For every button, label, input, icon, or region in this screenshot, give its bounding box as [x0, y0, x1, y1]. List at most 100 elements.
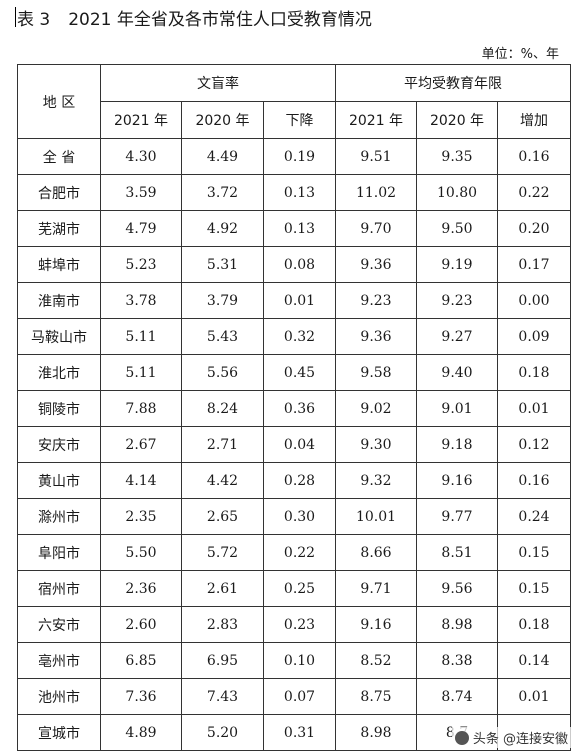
value-cell-edu-inc: 0.22 — [497, 174, 572, 211]
watermark: 头条 @连接安徽 — [451, 727, 571, 748]
header-avg-schooling-years: 平均受教育年限 — [335, 64, 572, 102]
value-cell-edu-2020: 9.01 — [416, 390, 499, 427]
value-cell-edu-inc: 0.01 — [497, 678, 572, 715]
value-cell-edu-2020: 8.98 — [416, 606, 499, 643]
value-cell-ill-2021: 3.78 — [100, 282, 182, 319]
value-cell-edu-2021: 9.02 — [335, 390, 418, 427]
value-cell-ill-2020: 3.72 — [181, 174, 264, 211]
region-cell: 亳州市 — [17, 642, 101, 679]
education-table: 地 区 文盲率 平均受教育年限 2021 年 2020 年 下降 2021 年 … — [17, 64, 572, 751]
value-cell-ill-drop: 0.13 — [262, 210, 337, 247]
value-cell-ill-drop: 0.19 — [262, 138, 337, 175]
value-cell-edu-2021: 9.23 — [335, 282, 418, 319]
value-cell-edu-2020: 8.51 — [416, 534, 499, 571]
value-cell-edu-inc: 0.14 — [497, 642, 572, 679]
value-cell-ill-drop: 0.25 — [262, 570, 337, 607]
value-cell-ill-drop: 0.32 — [262, 318, 337, 355]
value-cell-edu-2021: 9.71 — [335, 570, 418, 607]
value-cell-edu-2020: 8.74 — [416, 678, 499, 715]
value-cell-ill-2021: 7.36 — [100, 678, 182, 715]
value-cell-ill-2020: 4.42 — [181, 462, 264, 499]
value-cell-ill-drop: 0.01 — [262, 282, 337, 319]
table-row: 淮南市 3.78 3.79 0.01 9.23 9.23 0.00 — [17, 282, 572, 319]
value-cell-edu-2020: 9.40 — [416, 354, 499, 391]
header-edu-increase: 增加 — [497, 101, 572, 139]
header-ill-drop: 下降 — [262, 101, 337, 139]
value-cell-edu-2021: 9.32 — [335, 462, 418, 499]
value-cell-edu-2021: 11.02 — [335, 174, 418, 211]
header-row-1: 地 区 文盲率 平均受教育年限 — [17, 64, 572, 139]
value-cell-ill-2021: 4.79 — [100, 210, 182, 247]
table-number: 表 3 — [17, 9, 51, 30]
table-row: 芜湖市 4.79 4.92 0.13 9.70 9.50 0.20 — [17, 210, 572, 247]
table-row: 马鞍山市 5.11 5.43 0.32 9.36 9.27 0.09 — [17, 318, 572, 355]
value-cell-ill-2021: 7.88 — [100, 390, 182, 427]
value-cell-ill-2021: 2.67 — [100, 426, 182, 463]
value-cell-edu-inc: 0.17 — [497, 246, 572, 283]
toutiao-logo-icon — [454, 730, 469, 745]
value-cell-ill-2021: 5.11 — [100, 318, 182, 355]
region-cell: 宿州市 — [17, 570, 101, 607]
region-cell: 六安市 — [17, 606, 101, 643]
region-cell: 黄山市 — [17, 462, 101, 499]
value-cell-edu-2020: 9.77 — [416, 498, 499, 535]
value-cell-edu-2020: 9.56 — [416, 570, 499, 607]
value-cell-ill-2021: 6.85 — [100, 642, 182, 679]
value-cell-edu-inc: 0.24 — [497, 498, 572, 535]
value-cell-ill-drop: 0.36 — [262, 390, 337, 427]
value-cell-edu-2020: 9.18 — [416, 426, 499, 463]
value-cell-edu-2021: 9.36 — [335, 246, 418, 283]
table-row: 黄山市 4.14 4.42 0.28 9.32 9.16 0.16 — [17, 462, 572, 499]
value-cell-ill-2020: 2.71 — [181, 426, 264, 463]
value-cell-ill-2021: 2.36 — [100, 570, 182, 607]
value-cell-edu-2021: 9.16 — [335, 606, 418, 643]
table-row: 全 省 4.30 4.49 0.19 9.51 9.35 0.16 — [17, 138, 572, 175]
value-cell-edu-2021: 8.98 — [335, 714, 418, 751]
table-row: 合肥市 3.59 3.72 0.13 11.02 10.80 0.22 — [17, 174, 572, 211]
value-cell-ill-2020: 5.56 — [181, 354, 264, 391]
value-cell-ill-2021: 4.89 — [100, 714, 182, 751]
value-cell-ill-2020: 8.24 — [181, 390, 264, 427]
value-cell-ill-2021: 4.30 — [100, 138, 182, 175]
value-cell-ill-drop: 0.30 — [262, 498, 337, 535]
region-cell: 蚌埠市 — [17, 246, 101, 283]
header-row-2: 2021 年 2020 年 下降 2021 年 2020 年 增加 — [18, 101, 572, 139]
table-row: 淮北市 5.11 5.56 0.45 9.58 9.40 0.18 — [17, 354, 572, 391]
value-cell-ill-2021: 2.60 — [100, 606, 182, 643]
value-cell-edu-inc: 0.16 — [497, 138, 572, 175]
value-cell-ill-2021: 5.50 — [100, 534, 182, 571]
region-cell: 芜湖市 — [17, 210, 101, 247]
region-cell: 滁州市 — [17, 498, 101, 535]
value-cell-edu-inc: 0.20 — [497, 210, 572, 247]
value-cell-edu-2021: 8.66 — [335, 534, 418, 571]
value-cell-ill-2021: 2.35 — [100, 498, 182, 535]
value-cell-ill-2021: 5.23 — [100, 246, 182, 283]
value-cell-ill-2021: 5.11 — [100, 354, 182, 391]
value-cell-edu-2020: 10.80 — [416, 174, 499, 211]
value-cell-edu-inc: 0.15 — [497, 570, 572, 607]
value-cell-edu-inc: 0.18 — [497, 606, 572, 643]
region-cell: 马鞍山市 — [17, 318, 101, 355]
value-cell-ill-drop: 0.28 — [262, 462, 337, 499]
unit-note: 单位：%、年 — [481, 47, 559, 62]
value-cell-edu-inc: 0.15 — [497, 534, 572, 571]
header-ill-2021: 2021 年 — [100, 101, 182, 139]
value-cell-edu-2021: 9.70 — [335, 210, 418, 247]
value-cell-edu-inc: 0.00 — [497, 282, 572, 319]
value-cell-ill-2020: 6.95 — [181, 642, 264, 679]
table-title: 表 3 2021 年全省及各市常住人口受教育情况 — [15, 2, 372, 32]
header-edu-2021: 2021 年 — [335, 101, 418, 139]
value-cell-ill-2020: 2.83 — [181, 606, 264, 643]
value-cell-ill-2021: 3.59 — [100, 174, 182, 211]
table-row: 滁州市 2.35 2.65 0.30 10.01 9.77 0.24 — [17, 498, 572, 535]
value-cell-ill-2020: 4.49 — [181, 138, 264, 175]
table-row: 六安市 2.60 2.83 0.23 9.16 8.98 0.18 — [17, 606, 572, 643]
header-ill-2020: 2020 年 — [181, 101, 264, 139]
value-cell-ill-drop: 0.07 — [262, 678, 337, 715]
table-row: 亳州市 6.85 6.95 0.10 8.52 8.38 0.14 — [17, 642, 572, 679]
table-row: 铜陵市 7.88 8.24 0.36 9.02 9.01 0.01 — [17, 390, 572, 427]
value-cell-edu-2020: 9.27 — [416, 318, 499, 355]
value-cell-ill-drop: 0.04 — [262, 426, 337, 463]
table-row: 阜阳市 5.50 5.72 0.22 8.66 8.51 0.15 — [17, 534, 572, 571]
value-cell-edu-2021: 9.36 — [335, 318, 418, 355]
